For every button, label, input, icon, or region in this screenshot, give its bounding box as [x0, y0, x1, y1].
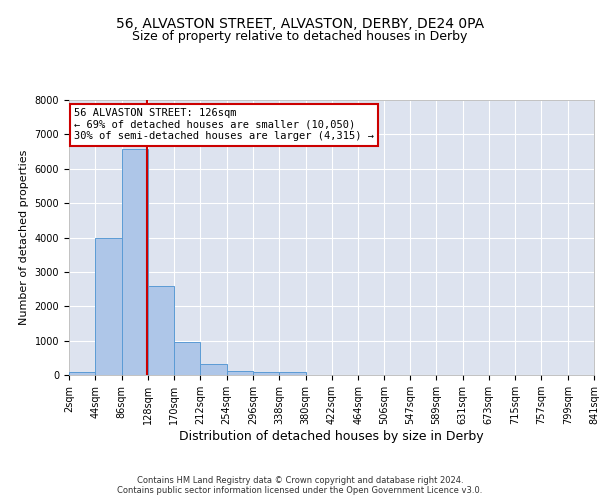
Bar	[227, 370, 253, 375]
Text: 56 ALVASTON STREET: 126sqm
← 69% of detached houses are smaller (10,050)
30% of : 56 ALVASTON STREET: 126sqm ← 69% of deta…	[74, 108, 374, 142]
Bar	[279, 372, 305, 375]
X-axis label: Distribution of detached houses by size in Derby: Distribution of detached houses by size …	[179, 430, 484, 443]
Bar	[253, 372, 279, 375]
Text: 56, ALVASTON STREET, ALVASTON, DERBY, DE24 0PA: 56, ALVASTON STREET, ALVASTON, DERBY, DE…	[116, 18, 484, 32]
Bar	[122, 150, 148, 375]
Y-axis label: Number of detached properties: Number of detached properties	[19, 150, 29, 325]
Bar	[174, 342, 200, 375]
Text: Size of property relative to detached houses in Derby: Size of property relative to detached ho…	[133, 30, 467, 43]
Bar	[95, 238, 122, 375]
Bar	[200, 364, 227, 375]
Text: Contains HM Land Registry data © Crown copyright and database right 2024.
Contai: Contains HM Land Registry data © Crown c…	[118, 476, 482, 495]
Bar	[69, 372, 95, 375]
Bar	[148, 286, 174, 375]
